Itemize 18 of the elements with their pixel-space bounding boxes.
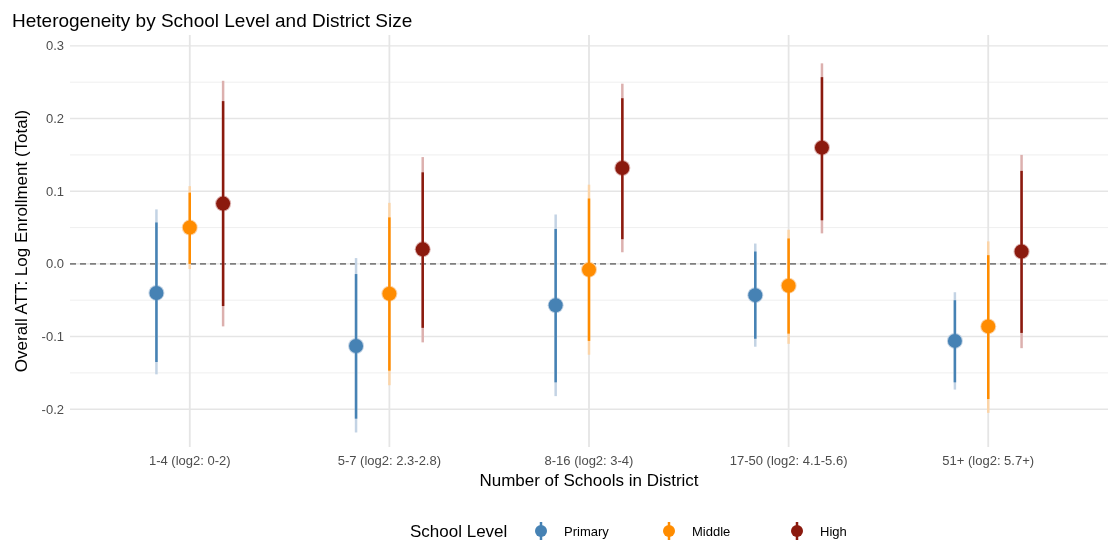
x-axis-title: Number of Schools in District xyxy=(479,471,699,490)
legend-label: High xyxy=(820,523,847,539)
legend-label: Middle xyxy=(692,523,731,539)
y-tick-label: -0.1 xyxy=(41,329,64,345)
x-tick-label: 8-16 (log2: 3-4) xyxy=(544,453,634,468)
legend-title: School Level xyxy=(410,521,508,541)
y-tick-label: 0.3 xyxy=(45,38,64,54)
x-tick-label: 1-4 (log2: 0-2) xyxy=(148,453,231,468)
x-tick-label: 51+ (log2: 5.7+) xyxy=(942,453,1035,468)
y-tick-label: -0.2 xyxy=(41,401,64,417)
y-tick-label: 0.0 xyxy=(45,256,64,272)
y-tick-label: 0.1 xyxy=(45,183,64,199)
y-axis-title: Overall ATT: Log Enrollment (Total) xyxy=(12,109,31,373)
x-tick-label: 5-7 (log2: 2.3-2.8) xyxy=(337,453,442,468)
chart-title: Heterogeneity by School Level and District Size xyxy=(12,10,413,31)
x-tick-label: 17-50 (log2: 4.1-5.6) xyxy=(729,453,848,468)
legend-label: Primary xyxy=(564,523,610,539)
y-tick-label: 0.2 xyxy=(45,111,64,127)
